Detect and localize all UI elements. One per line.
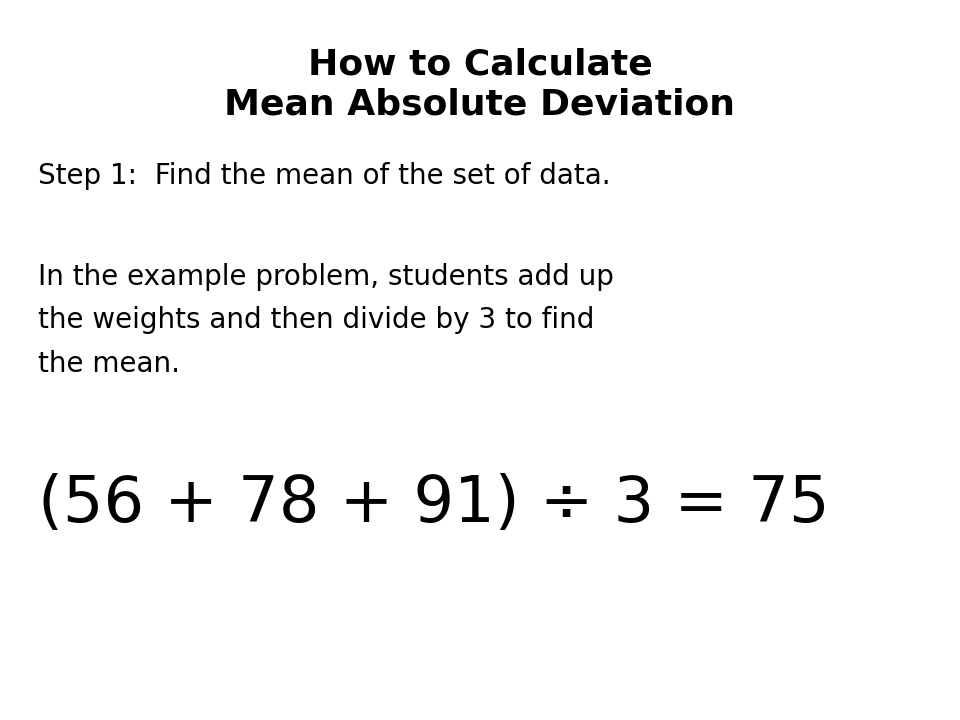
Text: How to Calculate: How to Calculate [307, 48, 653, 82]
Text: the weights and then divide by 3 to find: the weights and then divide by 3 to find [38, 307, 595, 334]
Text: In the example problem, students add up: In the example problem, students add up [38, 264, 614, 291]
Text: (56 + 78 + 91) ÷ 3 = 75: (56 + 78 + 91) ÷ 3 = 75 [38, 473, 830, 535]
Text: Step 1:  Find the mean of the set of data.: Step 1: Find the mean of the set of data… [38, 163, 611, 190]
Text: the mean.: the mean. [38, 350, 180, 377]
Text: Mean Absolute Deviation: Mean Absolute Deviation [225, 87, 735, 122]
